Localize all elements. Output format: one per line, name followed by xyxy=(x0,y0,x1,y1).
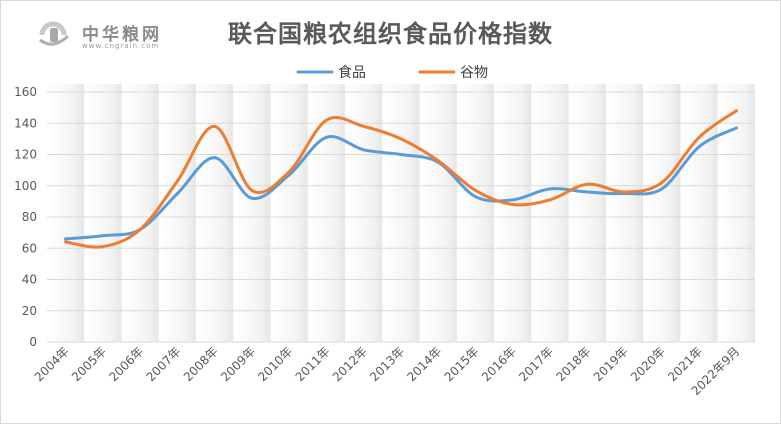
data-point xyxy=(64,240,68,244)
x-tick-label: 2020年 xyxy=(628,344,668,384)
plot-band xyxy=(419,84,457,342)
y-tick-label: 160 xyxy=(14,85,37,99)
plot-band xyxy=(717,84,755,342)
data-point xyxy=(175,192,179,196)
x-tick-label: 2009年 xyxy=(218,344,258,384)
data-point xyxy=(399,137,403,141)
x-tick-label: 2010年 xyxy=(255,344,295,384)
data-point xyxy=(287,170,291,174)
data-point xyxy=(138,228,142,231)
y-tick-label: 140 xyxy=(14,116,37,130)
data-point xyxy=(213,124,217,128)
data-point xyxy=(474,188,478,192)
plot-band xyxy=(307,84,346,342)
data-point xyxy=(324,118,328,122)
y-tick-label: 20 xyxy=(22,304,37,318)
plot-band xyxy=(643,84,681,342)
plot-band xyxy=(47,84,85,342)
y-tick-label: 0 xyxy=(29,335,37,349)
data-point xyxy=(585,190,589,194)
logo-url: www.cngrain.com xyxy=(82,42,160,50)
x-tick-label: 2012年 xyxy=(330,344,370,384)
plot-band xyxy=(568,84,606,342)
data-point xyxy=(362,124,366,128)
x-tick-label: 2005年 xyxy=(69,344,109,384)
x-tick-label: 2008年 xyxy=(181,344,221,384)
plot-band xyxy=(680,84,718,342)
plot-band xyxy=(605,84,644,342)
plot-band xyxy=(531,84,569,342)
data-point xyxy=(697,135,701,139)
plot-band xyxy=(196,84,234,342)
legend-label: 食品 xyxy=(338,64,366,81)
data-point xyxy=(362,148,366,152)
plot-band xyxy=(84,84,122,342)
logo-mark-icon xyxy=(39,21,70,46)
x-tick-label: 2017年 xyxy=(516,344,556,384)
y-tick-label: 40 xyxy=(22,273,37,287)
plot-band xyxy=(121,84,159,342)
data-point xyxy=(474,195,478,199)
data-point xyxy=(623,190,627,194)
data-point xyxy=(101,245,105,249)
data-point xyxy=(734,109,738,113)
plot-band xyxy=(382,84,420,342)
logo-name: 中华粮网 xyxy=(82,25,162,45)
chart-title: 联合国粮农组织食品价格指数 xyxy=(228,20,553,48)
x-tick-label: 2007年 xyxy=(144,344,184,384)
plot-band xyxy=(158,84,197,342)
plot-band xyxy=(494,84,532,342)
data-point xyxy=(64,237,68,241)
x-tick-label: 2016年 xyxy=(479,344,519,384)
x-tick-label: 2015年 xyxy=(442,344,482,384)
data-point xyxy=(213,156,217,160)
data-point xyxy=(175,179,179,183)
data-point xyxy=(511,203,515,206)
plot-band xyxy=(456,84,495,342)
cngrain-logo: 中华粮网 www.cngrain.com xyxy=(10,16,180,56)
plot-band xyxy=(233,84,271,342)
y-tick-label: 60 xyxy=(22,241,37,255)
data-point xyxy=(660,187,664,191)
data-point xyxy=(660,181,664,185)
plot-band xyxy=(270,84,308,342)
y-tick-label: 80 xyxy=(22,210,37,224)
x-tick-label: 2014年 xyxy=(404,344,444,384)
x-tick-label: 2006年 xyxy=(106,344,146,384)
y-tick-label: 120 xyxy=(14,148,37,162)
x-tick-label: 2018年 xyxy=(553,344,593,384)
x-tick-label: 2011年 xyxy=(293,344,333,384)
data-point xyxy=(548,187,552,191)
data-point xyxy=(324,135,328,139)
x-tick-label: 2013年 xyxy=(367,344,407,384)
data-point xyxy=(734,126,738,130)
data-point xyxy=(548,198,552,202)
data-point xyxy=(399,153,403,156)
x-tick-label: 2004年 xyxy=(32,344,72,384)
data-point xyxy=(250,188,254,192)
y-tick-label: 100 xyxy=(14,179,37,193)
legend-label: 谷物 xyxy=(460,65,488,81)
data-point xyxy=(436,159,440,163)
data-point xyxy=(250,196,254,200)
data-point xyxy=(585,182,589,186)
data-point xyxy=(511,198,515,202)
data-point xyxy=(697,145,701,149)
data-point xyxy=(101,234,105,238)
x-tick-label: 2019年 xyxy=(591,344,631,384)
